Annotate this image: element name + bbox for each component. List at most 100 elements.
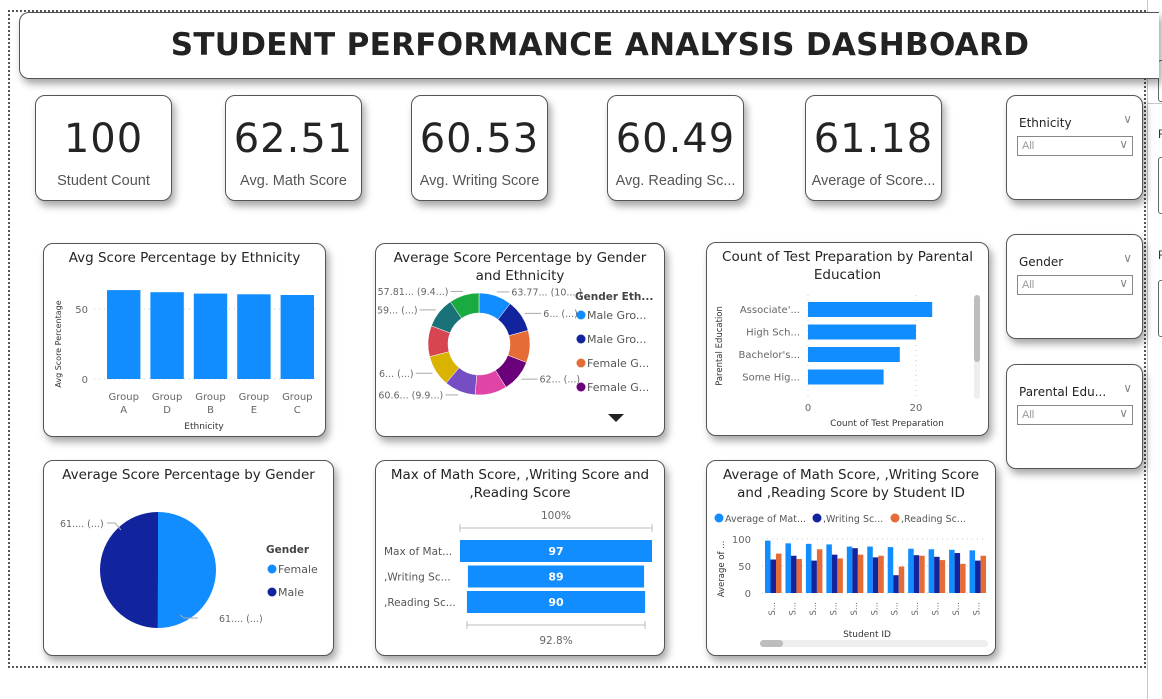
chevron-down-icon: ∨	[1119, 276, 1128, 290]
legend-marker	[576, 310, 586, 320]
kpi-value: 60.53	[419, 116, 540, 162]
funnel-category: ,Writing Sc...	[384, 572, 451, 584]
bar-reading	[960, 563, 966, 593]
funnel-bar	[460, 540, 652, 562]
legend-scroll-down-icon[interactable]	[608, 414, 624, 422]
kpi-average-score[interactable]: 61.18 Average of Score...	[805, 95, 942, 201]
legend-item: Male Gro...	[587, 309, 646, 322]
bar-reading	[776, 553, 782, 593]
data-label: 6... (...)	[379, 369, 414, 380]
data-label: 62... (...)	[540, 375, 581, 386]
bar-writing	[770, 559, 776, 593]
legend-marker	[890, 513, 900, 523]
legend-marker	[576, 358, 586, 368]
chart-gender[interactable]: Average Score Percentage by Gender 61...…	[43, 460, 334, 656]
chart-ethnicity[interactable]: Avg Score Percentage by Ethnicity 0 50 Gro…	[43, 243, 326, 437]
chart-title: Average Score Percentage by Gender and E…	[393, 250, 647, 284]
filter-card[interactable]	[1158, 157, 1162, 214]
chevron-down-icon: ∨	[1119, 137, 1128, 151]
legend-marker	[267, 564, 277, 574]
y-tick-label: 0	[745, 589, 751, 600]
chevron-down-icon[interactable]: ∨	[1123, 251, 1132, 265]
scores-by-student-chart: Average of Mat... ,Writing Sc... ,Reading …	[714, 513, 987, 640]
chart-title: Average of Math Score, ,Writing Score an…	[722, 467, 980, 501]
x-tick-label: S...	[973, 602, 983, 616]
chart-gender-ethnicity[interactable]: Average Score Percentage by Gender and E…	[375, 243, 665, 437]
bar-math	[928, 549, 935, 593]
kpi-label: Avg. Reading Sc...	[615, 173, 736, 189]
filter-box[interactable]	[1158, 60, 1162, 102]
parental-education-dropdown[interactable]: All ∨	[1017, 405, 1133, 425]
bar-writing	[913, 555, 920, 593]
bar-writing	[954, 553, 961, 593]
bar	[150, 292, 184, 379]
bar-math	[765, 540, 771, 593]
chart-max-scores[interactable]: Max of Math Score, ,Writing Score and ,R…	[375, 460, 665, 656]
funnel-bottom-label: 92.8%	[539, 635, 572, 647]
leader-line	[179, 614, 198, 619]
horizontal-scrollbar[interactable]	[760, 640, 988, 647]
funnel-value: 90	[548, 596, 564, 609]
bar	[808, 369, 884, 385]
bar-writing	[811, 560, 817, 593]
chevron-down-icon[interactable]: ∨	[1123, 112, 1132, 126]
legend-item: Average of Mat...	[725, 514, 806, 525]
scrollbar-thumb[interactable]	[974, 295, 980, 362]
x-tick-label: Group	[239, 392, 269, 403]
chart-test-preparation[interactable]: Count of Test Preparation by Parental Ed…	[706, 242, 989, 436]
bar	[808, 324, 916, 340]
legend-marker	[267, 587, 277, 597]
funnel-value: 89	[548, 571, 563, 584]
chart-scores-by-student[interactable]: Average of Math Score, ,Writing Score an…	[706, 460, 996, 656]
gender-dropdown[interactable]: All ∨	[1017, 275, 1133, 295]
legend-title: Gender	[266, 544, 310, 556]
legend-title: Gender Eth...	[575, 291, 653, 303]
bar-reading	[796, 558, 802, 593]
bar-math	[805, 543, 812, 593]
x-tick-label: S...	[952, 602, 962, 616]
kpi-label: Avg. Math Score	[240, 173, 347, 189]
chart-title: Count of Test Preparation by Parental Ed…	[722, 249, 973, 283]
ethnicity-dropdown[interactable]: All ∨	[1017, 136, 1133, 156]
x-tick-label: 0	[805, 403, 811, 414]
kpi-avg-writing[interactable]: 60.53 Avg. Writing Score	[411, 95, 548, 201]
chart-title: Average Score Percentage by Gender	[62, 467, 315, 483]
x-tick-label: S...	[768, 602, 778, 616]
dropdown-value: All	[1022, 140, 1035, 152]
kpi-avg-reading[interactable]: 60.49 Avg. Reading Sc...	[607, 95, 744, 201]
bar	[193, 293, 228, 379]
filter-label: F	[1158, 248, 1162, 262]
filter-label: F	[1158, 127, 1162, 141]
x-axis-title: Student ID	[843, 630, 891, 640]
dropdown-value: All	[1022, 409, 1035, 421]
bar-reading	[857, 554, 864, 593]
data-label: 59... (...)	[377, 305, 418, 316]
scrollbar-thumb[interactable]	[760, 640, 783, 647]
funnel-bar	[466, 591, 646, 613]
bar-math	[826, 544, 832, 593]
kpi-avg-math[interactable]: 62.51 Avg. Math Score	[225, 95, 362, 201]
filter-card[interactable]	[1158, 280, 1162, 337]
slicer-ethnicity: Ethnicity ∨ All ∨	[1006, 95, 1143, 200]
x-tick-label: S...	[932, 602, 942, 616]
chevron-down-icon[interactable]: ∨	[1123, 381, 1132, 395]
kpi-value: 60.49	[615, 116, 736, 162]
dashboard-title: STUDENT PERFORMANCE ANALYSIS DASHBOARD	[170, 27, 1030, 63]
x-tick-label: S...	[809, 602, 819, 616]
dropdown-value: All	[1022, 279, 1035, 291]
y-tick-label: 0	[82, 375, 88, 386]
y-tick-label: Some Hig...	[742, 373, 800, 384]
scrollbar-track[interactable]	[974, 295, 980, 399]
bar-reading	[939, 560, 946, 593]
x-tick-label: S...	[911, 602, 921, 616]
bar-writing	[790, 555, 797, 593]
pane-divider	[1148, 103, 1162, 104]
kpi-value: 100	[63, 116, 144, 162]
kpi-student-count[interactable]: 100 Student Count	[35, 95, 172, 201]
legend-item: Female G...	[587, 357, 649, 370]
x-tick-label: S...	[788, 602, 798, 616]
x-tick-label: Group	[152, 392, 182, 403]
legend-marker	[576, 382, 586, 392]
bar-reading	[837, 558, 843, 593]
x-tick-label: C	[294, 405, 301, 416]
